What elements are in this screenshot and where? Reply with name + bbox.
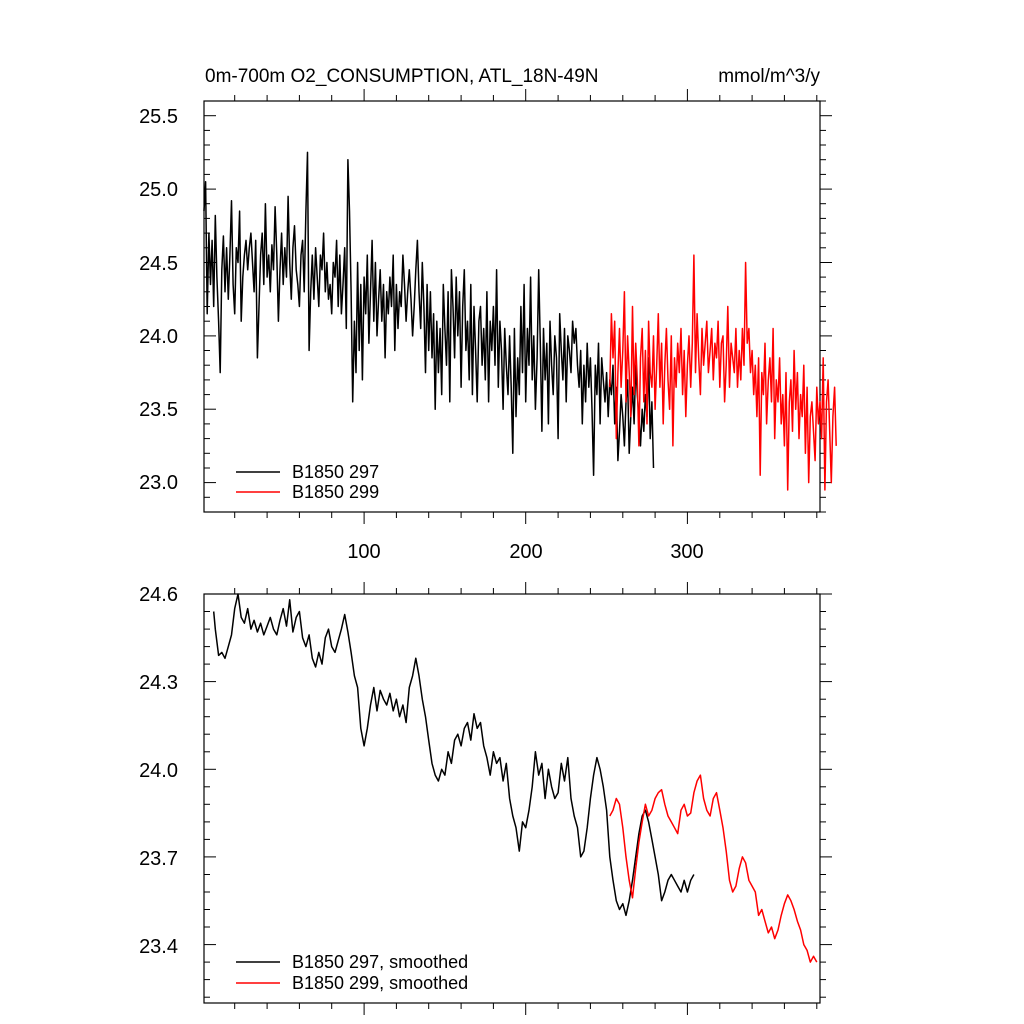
top-ytick-label-4: 25.0	[139, 179, 178, 201]
bottom-axis-ticks	[204, 582, 832, 1015]
bottom-ytick-labels: 23.4 23.7 24.0 24.3 24.6	[139, 584, 178, 958]
top-ytick-label-1: 23.5	[139, 399, 178, 421]
top-ytick-label-3: 24.5	[139, 253, 178, 275]
top-xtick-label-200: 200	[509, 541, 542, 563]
top-legend-label-297: B1850 297	[292, 462, 379, 482]
top-ytick-label-2: 24.0	[139, 326, 178, 348]
bottom-legend-label-299: B1850 299, smoothed	[292, 973, 468, 993]
top-title: 0m-700m O2_CONSUMPTION, ATL_18N-49N	[205, 66, 599, 87]
top-xtick-labels: 100 200 300	[347, 541, 703, 563]
top-series-lines	[203, 151, 837, 491]
top-xtick-label-100: 100	[347, 541, 380, 563]
bottom-ytick-label-2: 24.0	[139, 760, 178, 782]
top-series-line-185	[609, 254, 837, 491]
bottom-ytick-label-0: 23.4	[139, 936, 178, 958]
top-xtick-label-300: 300	[670, 541, 703, 563]
top-legend: B1850 297 B1850 299	[236, 462, 379, 502]
bottom-panel: 23.4 23.7 24.0 24.3 24.6 B1850 297, smoo…	[139, 582, 832, 1015]
bottom-ytick-label-1: 23.7	[139, 848, 178, 870]
bottom-plot-frame	[203, 593, 821, 1004]
bottom-legend: B1850 297, smoothed B1850 299, smoothed	[236, 952, 468, 993]
top-legend-label-299: B1850 299	[292, 482, 379, 502]
bottom-ytick-label-4: 24.6	[139, 584, 178, 606]
bottom-legend-label-297: B1850 297, smoothed	[292, 952, 468, 972]
top-series-line-185	[203, 151, 655, 477]
top-ytick-label-0: 23.0	[139, 472, 178, 494]
bottom-series-line-185	[609, 774, 818, 963]
top-ytick-label-5: 25.5	[139, 106, 178, 128]
top-panel: 0m-700m O2_CONSUMPTION, ATL_18N-49N mmol…	[139, 66, 837, 563]
bottom-ytick-label-3: 24.3	[139, 672, 178, 694]
bottom-series-lines	[212, 593, 818, 963]
top-units: mmol/m^3/y	[718, 66, 820, 87]
top-axis-ticks	[204, 89, 832, 524]
top-ytick-labels: 23.0 23.5 24.0 24.5 25.0 25.5	[139, 106, 178, 494]
bottom-series-line-185	[212, 593, 695, 917]
